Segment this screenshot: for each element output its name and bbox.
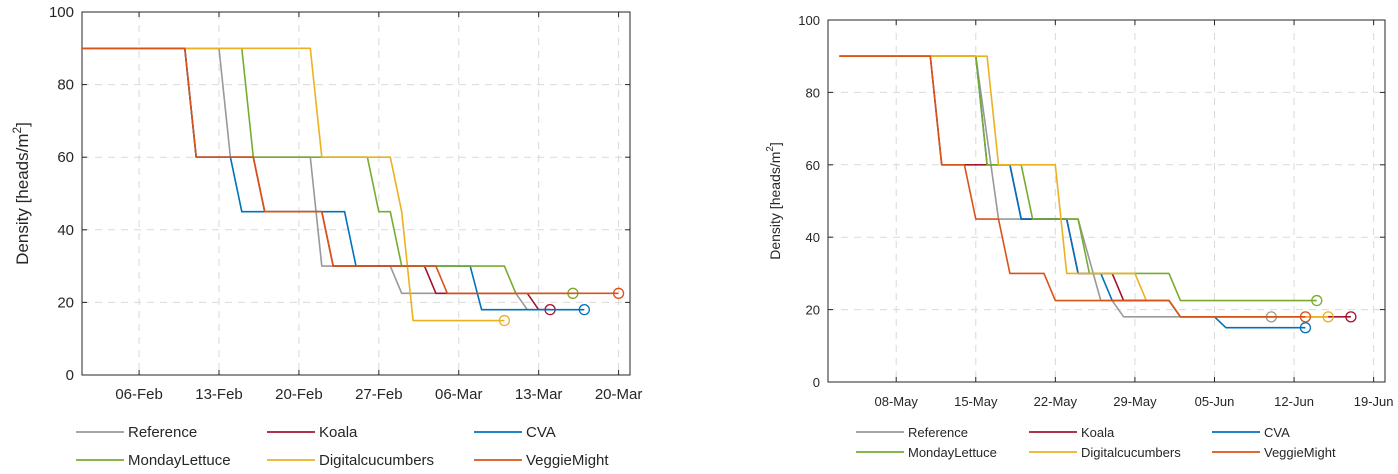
chart2-x-tick-label: 29-May <box>1113 394 1157 409</box>
chart1-legend-label-reference: Reference <box>128 424 197 441</box>
chart1-x-tick-label: 06-Feb <box>115 386 163 403</box>
chart1-x-tick-label: 27-Feb <box>355 386 403 403</box>
chart1-series-veggiemight <box>82 47 619 295</box>
chart1-x-tick-label: 20-Mar <box>595 386 643 403</box>
chart2-series-mondaylettuce <box>839 55 1317 302</box>
chart1-y-tick-label: 40 <box>57 222 74 239</box>
chart1-x-tick-label: 13-Mar <box>515 386 563 403</box>
chart1-end-marker-veggiemight <box>612 287 625 299</box>
chart2-x-tick-label: 08-May <box>875 394 919 409</box>
chart2-series-cva <box>839 55 1306 329</box>
chart2-y-tick-label: 80 <box>806 85 820 100</box>
chart1-y-tick-label: 80 <box>57 77 74 94</box>
chart1-end-marker-cva <box>578 304 590 316</box>
chart2-end-marker-veggiemight <box>1299 311 1312 323</box>
chart2-x-tick-label: 15-May <box>954 394 998 409</box>
chart1-y-tick-label: 0 <box>66 367 74 384</box>
chart2-x-tick-label: 12-Jun <box>1274 394 1314 409</box>
chart1-legend-label-koala: Koala <box>319 424 358 441</box>
chart2-x-tick-label: 05-Jun <box>1195 394 1235 409</box>
chart1-x-tick-label: 13-Feb <box>195 386 243 403</box>
chart2-axes-box <box>827 19 1386 383</box>
chart2-x-tick-label: 22-May <box>1034 394 1078 409</box>
chart1-series-reference <box>82 47 551 311</box>
chart2-end-marker-digitalcucumbers <box>1322 311 1334 323</box>
chart2-legend-label-koala: Koala <box>1081 425 1115 440</box>
chart1-y-tick-label: 100 <box>49 4 74 21</box>
chart1-legend-label-digitalcucumbers: Digitalcucumbers <box>319 452 434 469</box>
chart2-y-tick-label: 20 <box>806 303 820 318</box>
chart1-series-digitalcucumbers <box>82 47 505 322</box>
chart1-legend-label-cva: CVA <box>526 424 556 441</box>
chart2-legend-label-digitalcucumbers: Digitalcucumbers <box>1081 445 1181 460</box>
chart2-y-tick-label: 0 <box>813 375 820 390</box>
chart2-series-digitalcucumbers <box>839 55 1329 318</box>
chart1-series-cva <box>82 47 585 311</box>
chart1-y-tick-label: 20 <box>57 294 74 311</box>
chart1-end-marker-digitalcucumbers <box>498 314 511 327</box>
chart2-end-marker-cva <box>1299 322 1312 334</box>
chart2-legend-label-mondaylettuce: MondayLettuce <box>908 445 997 460</box>
chart2-y-tick-label: 40 <box>806 230 820 245</box>
chart1-y-tick-label: 60 <box>57 149 74 166</box>
chart1-legend-label-mondaylettuce: MondayLettuce <box>128 452 231 469</box>
chart1-series-mondaylettuce <box>82 47 573 295</box>
chart1-series-koala <box>82 47 551 311</box>
chart1-axes-box <box>81 11 631 376</box>
chart2-end-marker-koala <box>1345 311 1357 323</box>
chart2-legend-label-reference: Reference <box>908 425 968 440</box>
chart1-legend-label-veggiemight: VeggieMight <box>526 452 609 469</box>
chart2-legend-label-veggiemight: VeggieMight <box>1264 445 1336 460</box>
chart2-y-tick-label: 100 <box>798 13 820 28</box>
chart2-x-tick-label: 19-Jun <box>1354 394 1394 409</box>
chart2-series-veggiemight <box>839 55 1306 318</box>
chart2-y-tick-label: 60 <box>806 158 820 173</box>
chart2-y-axis-label: Density [heads/m2] <box>765 142 783 260</box>
chart1-y-axis-label: Density [heads/m2] <box>10 122 32 265</box>
chart2-end-marker-mondaylettuce <box>1311 294 1323 307</box>
chart1-x-tick-label: 06-Mar <box>435 386 483 403</box>
chart2-legend-label-cva: CVA <box>1264 425 1290 440</box>
chart2-series-reference <box>839 55 1272 318</box>
chart1-x-tick-label: 20-Feb <box>275 386 323 403</box>
